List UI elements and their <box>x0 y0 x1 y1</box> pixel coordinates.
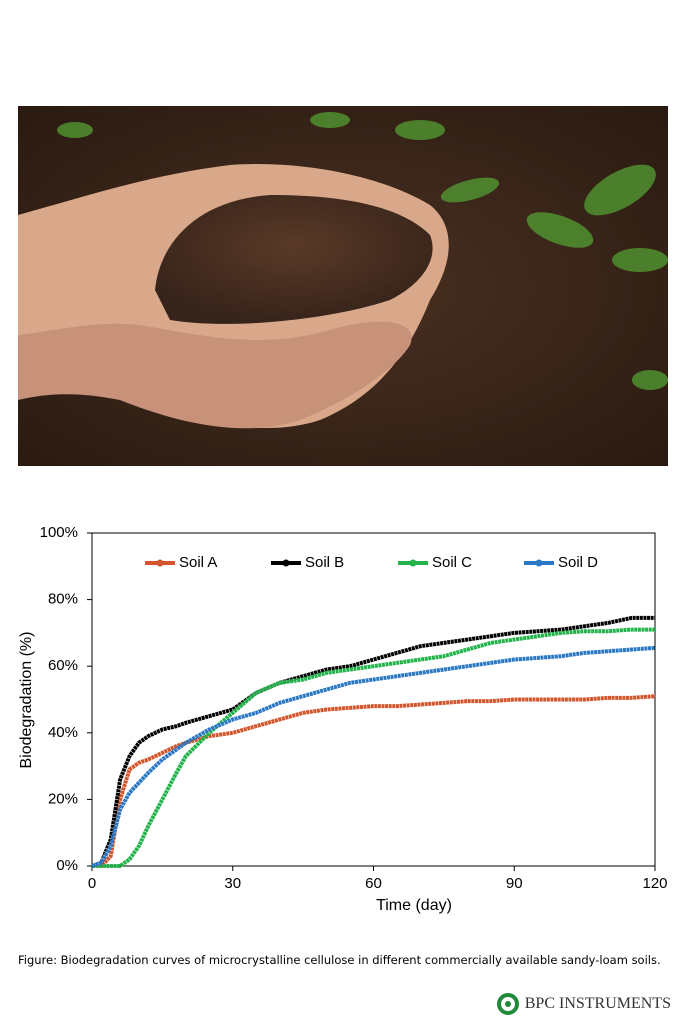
legend-marker <box>409 559 417 567</box>
y-tick-label: 20% <box>48 790 78 807</box>
caption: Figure: Biodegradation curves of microcr… <box>18 953 661 967</box>
logo-icon <box>496 993 519 1015</box>
legend-label: Soil B <box>305 554 344 571</box>
x-tick-label: 90 <box>506 875 523 892</box>
logo: BPC INSTRUMENTS <box>496 993 671 1015</box>
line-series <box>92 627 655 868</box>
legend-label: Soil C <box>432 554 472 571</box>
legend-label: Soil A <box>179 554 217 571</box>
legend-label: Soil D <box>558 554 598 571</box>
x-tick-label: 30 <box>224 875 241 892</box>
y-axis-title: Biodegradation (%) <box>18 632 35 769</box>
y-tick-label: 100% <box>40 524 78 541</box>
y-tick-label: 0% <box>56 857 78 874</box>
line-series <box>91 645 656 868</box>
line-series <box>91 615 655 868</box>
legend-marker <box>156 559 164 567</box>
x-axis-title: Time (day) <box>376 897 452 914</box>
logo-text: BPC INSTRUMENTS <box>524 995 671 1012</box>
x-tick-label: 120 <box>642 875 667 892</box>
y-tick-label: 80% <box>48 591 78 608</box>
y-tick-label: 40% <box>48 724 78 741</box>
x-tick-label: 60 <box>365 875 382 892</box>
legend-marker <box>282 559 290 567</box>
line-series <box>92 694 656 868</box>
legend-marker <box>535 559 543 567</box>
chart: Time (day) Biodegradation (%) 0% 20% 40% 60… <box>18 524 667 914</box>
photo <box>18 106 668 466</box>
x-tick-label: 0 <box>88 875 96 892</box>
y-tick-label: 60% <box>48 657 78 674</box>
